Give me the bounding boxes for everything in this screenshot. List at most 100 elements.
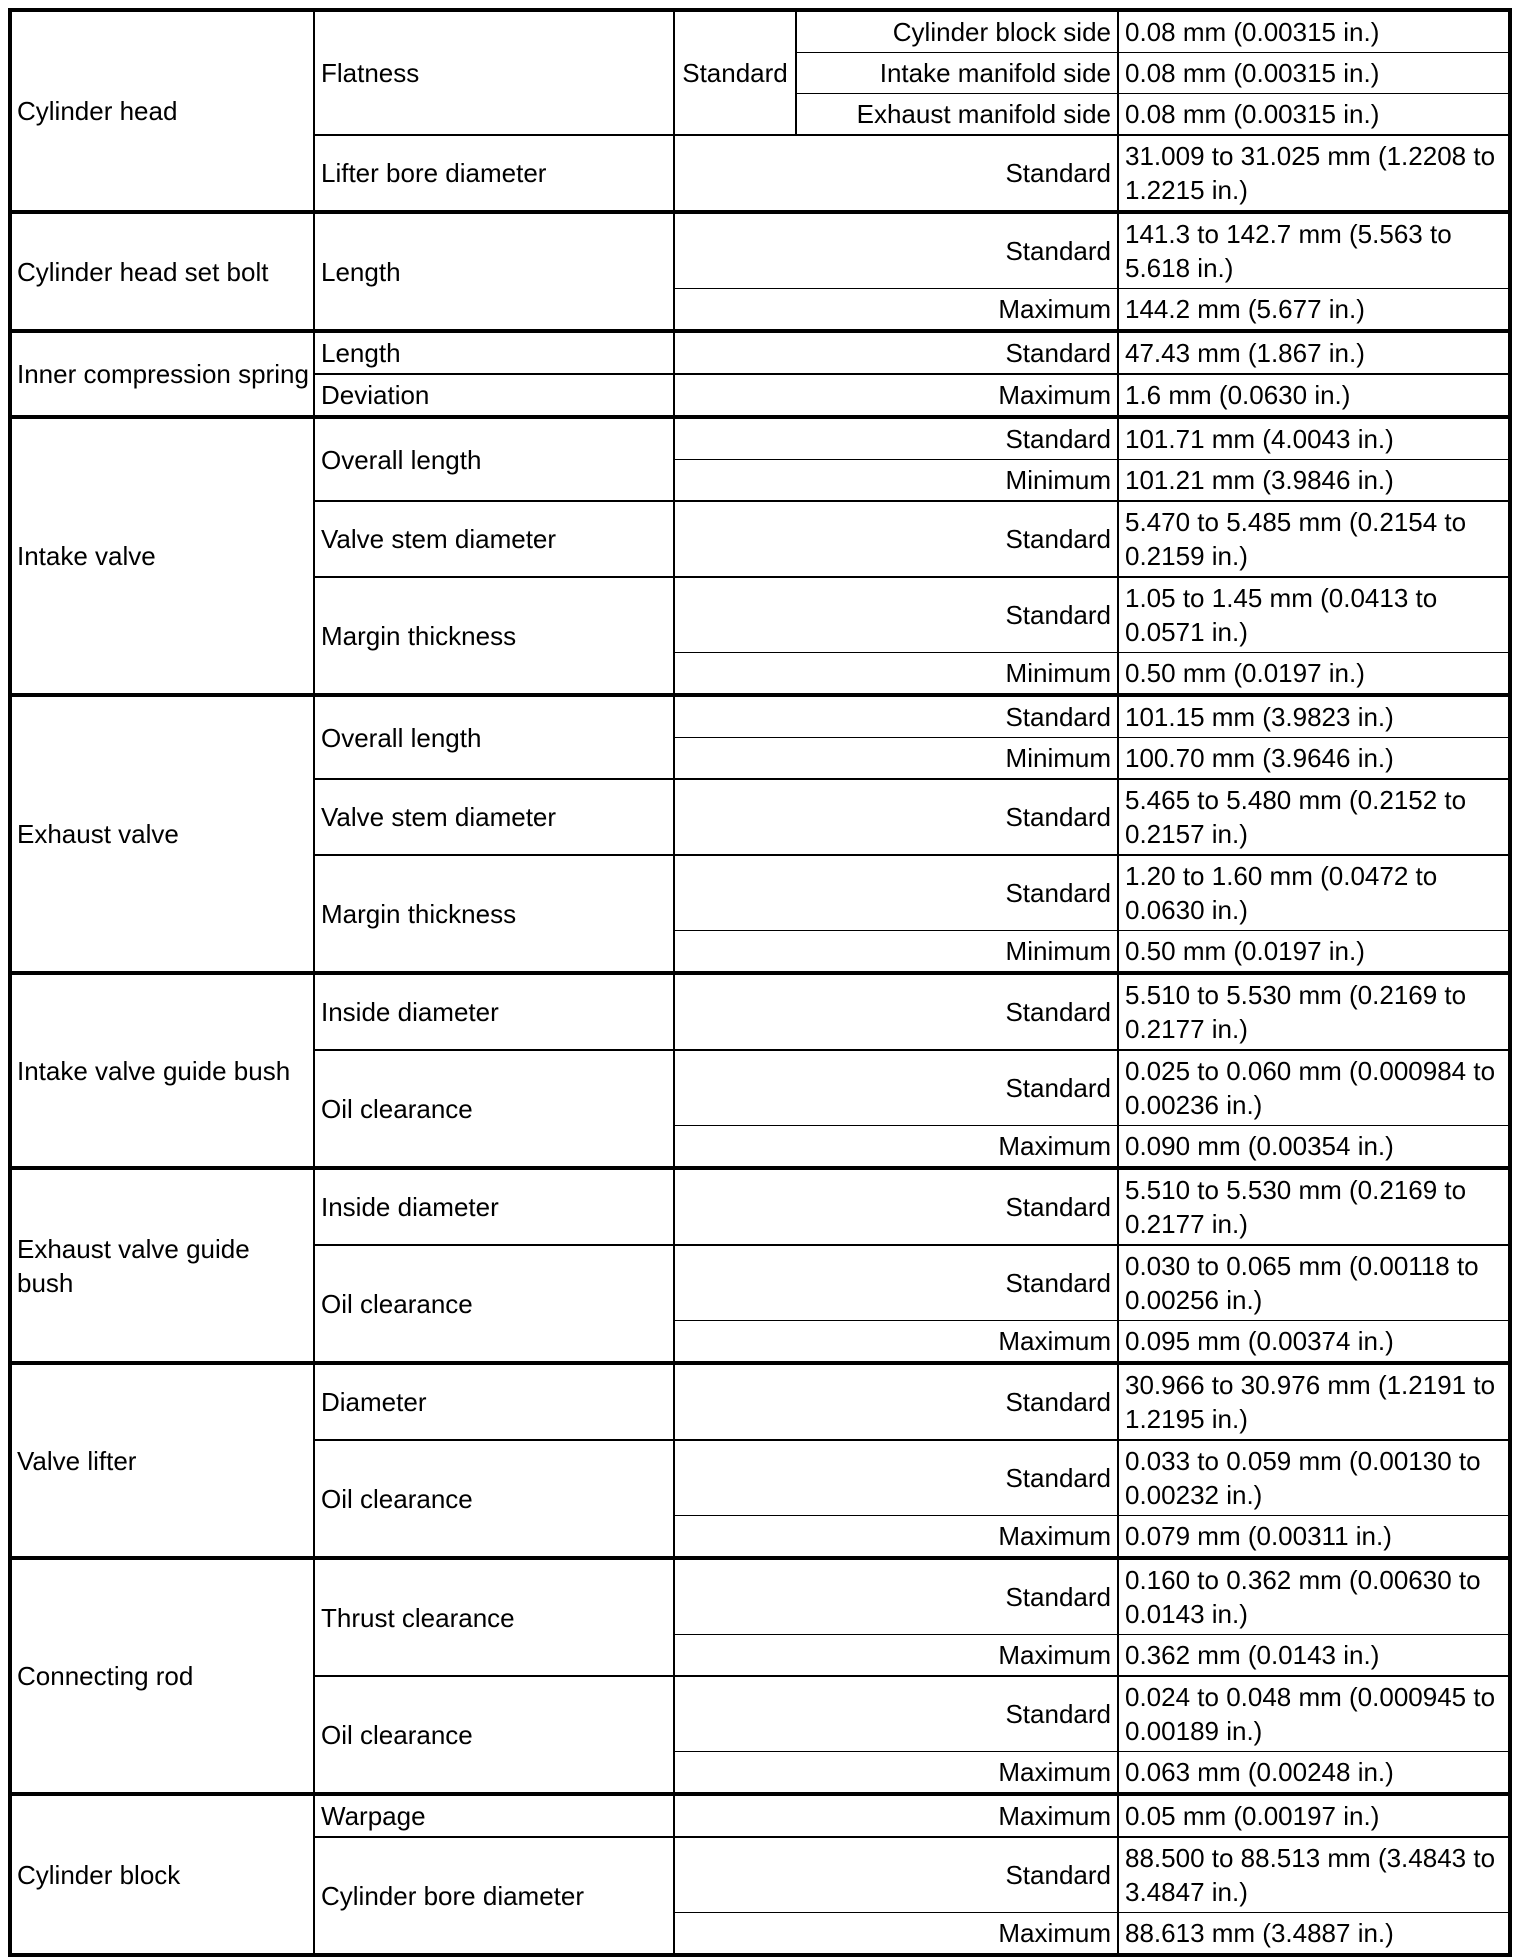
table-row: Inner compression spring Length Standard 47… — [9, 329, 1511, 417]
qualifier-cell: Standard — [673, 210, 1119, 289]
measurement-cell: Diameter — [313, 1361, 675, 1440]
qualifier-cell: Standard — [673, 576, 1119, 653]
location-cell: Intake manifold side — [795, 52, 1119, 94]
value-cell: 88.613 mm (3.4887 in.) — [1117, 1912, 1511, 1955]
component-cell: Intake valve — [9, 415, 315, 695]
value-cell: 0.079 mm (0.00311 in.) — [1117, 1515, 1511, 1558]
qualifier-cell: Maximum — [673, 1515, 1119, 1558]
table-row: Cylinder head Flatness Standard Cylinder bl… — [9, 9, 1511, 212]
spec-table: Cylinder head Flatness Standard Cylinder bl… — [8, 8, 1512, 1957]
component-cell: Valve lifter — [9, 1361, 315, 1558]
measurement-cell: Valve stem diameter — [313, 778, 675, 855]
qualifier-cell: Standard — [673, 1049, 1119, 1126]
table-row: Exhaust manifold side 0.08 mm (0.00315 in… — [10, 93, 1511, 135]
qualifier-cell: Standard — [673, 971, 1119, 1050]
value-cell: 0.024 to 0.048 mm (0.000945 to 0.00189 i… — [1117, 1675, 1511, 1752]
table-row: Margin thickness Standard 1.20 to 1.60 mm … — [10, 854, 1511, 973]
qualifier-cell: Standard — [673, 854, 1119, 931]
table-row: Intake valve Overall length Standard 101.71… — [9, 415, 1511, 695]
qualifier-cell: Standard — [673, 329, 1119, 374]
measurement-cell: Length — [313, 210, 675, 331]
qualifier-cell: Standard — [673, 415, 1119, 460]
qualifier-cell: Standard — [673, 1361, 1119, 1440]
table-row: Exhaust valve Overall length Standard 101.1… — [9, 693, 1511, 973]
measurement-cell: Oil clearance — [313, 1675, 675, 1794]
value-cell: 0.025 to 0.060 mm (0.000984 to 0.00236 i… — [1117, 1049, 1511, 1126]
qualifier-cell: Standard — [673, 1166, 1119, 1245]
component-cell: Connecting rod — [9, 1556, 315, 1794]
measurement-cell: Oil clearance — [313, 1244, 675, 1363]
table-row: Deviation Maximum 1.6 mm (0.0630 in.) — [10, 373, 1511, 417]
table-row: Valve stem diameter Standard 5.470 to 5.48… — [10, 500, 1511, 577]
table-row: Cylinder head set bolt Length Standard 141.… — [9, 210, 1511, 331]
table-row: Connecting rod Thrust clearance Standard 0.… — [9, 1556, 1511, 1794]
value-cell: 100.70 mm (3.9646 in.) — [1117, 737, 1511, 779]
location-cell: Cylinder block side — [795, 9, 1119, 53]
value-cell: 0.08 mm (0.00315 in.) — [1117, 52, 1511, 94]
value-cell: 144.2 mm (5.677 in.) — [1117, 288, 1511, 331]
qualifier-cell: Minimum — [673, 930, 1119, 973]
qualifier-cell: Standard — [673, 1439, 1119, 1516]
value-cell: 0.090 mm (0.00354 in.) — [1117, 1125, 1511, 1168]
table-row: Cylinder block Warpage Maximum 0.05 mm (0.0… — [9, 1792, 1511, 1955]
measurement-cell: Lifter bore diameter — [313, 134, 675, 212]
qualifier-cell: Maximum — [673, 1751, 1119, 1794]
table-row: Valve lifter Diameter Standard 30.966 to 30… — [9, 1361, 1511, 1558]
value-cell: 1.20 to 1.60 mm (0.0472 to 0.0630 in.) — [1117, 854, 1511, 931]
qualifier-cell: Maximum — [673, 288, 1119, 331]
table-row: Maximum 144.2 mm (5.677 in.) — [10, 288, 1511, 331]
measurement-cell: Flatness — [313, 9, 675, 135]
table-row: Maximum 0.079 mm (0.00311 in.) — [10, 1515, 1511, 1558]
value-cell: 47.43 mm (1.867 in.) — [1117, 329, 1511, 374]
value-cell: 0.033 to 0.059 mm (0.00130 to 0.00232 in… — [1117, 1439, 1511, 1516]
component-cell: Cylinder head — [9, 9, 315, 212]
table-row: Maximum 0.063 mm (0.00248 in.) — [10, 1751, 1511, 1794]
component-cell: Inner compression spring — [9, 329, 315, 417]
measurement-cell: Inside diameter — [313, 971, 675, 1050]
qualifier-cell: Standard — [673, 1675, 1119, 1752]
value-cell: 0.50 mm (0.0197 in.) — [1117, 652, 1511, 695]
value-cell: 5.465 to 5.480 mm (0.2152 to 0.2157 in.) — [1117, 778, 1511, 855]
component-cell: Exhaust valve — [9, 693, 315, 973]
table-row: Lifter bore diameter Standard 31.009 to 31… — [10, 134, 1511, 212]
qualifier-cell: Maximum — [673, 1912, 1119, 1955]
component-cell: Exhaust valve guide bush — [9, 1166, 315, 1363]
measurement-cell: Valve stem diameter — [313, 500, 675, 577]
value-cell: 0.063 mm (0.00248 in.) — [1117, 1751, 1511, 1794]
value-cell: 0.08 mm (0.00315 in.) — [1117, 9, 1511, 53]
value-cell: 101.21 mm (3.9846 in.) — [1117, 459, 1511, 501]
value-cell: 141.3 to 142.7 mm (5.563 to 5.618 in.) — [1117, 210, 1511, 289]
table-row: Cylinder bore diameter Standard 88.500 to … — [10, 1836, 1511, 1955]
measurement-cell: Overall length — [313, 415, 675, 501]
value-cell: 0.08 mm (0.00315 in.) — [1117, 93, 1511, 135]
measurement-cell: Cylinder bore diameter — [313, 1836, 675, 1955]
value-cell: 101.71 mm (4.0043 in.) — [1117, 415, 1511, 460]
component-cell: Cylinder head set bolt — [9, 210, 315, 331]
location-cell: Exhaust manifold side — [795, 93, 1119, 135]
qualifier-cell: Maximum — [673, 373, 1119, 417]
table-row: Oil clearance Standard 0.030 to 0.065 mm (… — [10, 1244, 1511, 1363]
table-row: Maximum 0.362 mm (0.0143 in.) — [10, 1634, 1511, 1676]
table-row: Exhaust valve guide bush Inside diameter S… — [9, 1166, 1511, 1363]
value-cell: 1.05 to 1.45 mm (0.0413 to 0.0571 in.) — [1117, 576, 1511, 653]
table-row: Oil clearance Standard 0.025 to 0.060 mm (… — [10, 1049, 1511, 1168]
qualifier-cell: Maximum — [673, 1320, 1119, 1363]
table-row: Intake manifold side 0.08 mm (0.00315 in.… — [10, 52, 1511, 94]
value-cell: 5.510 to 5.530 mm (0.2169 to 0.2177 in.) — [1117, 971, 1511, 1050]
measurement-cell: Length — [313, 329, 675, 374]
table-row: Minimum 0.50 mm (0.0197 in.) — [10, 930, 1511, 973]
value-cell: 30.966 to 30.976 mm (1.2191 to 1.2195 in… — [1117, 1361, 1511, 1440]
qualifier-cell: Standard — [673, 1244, 1119, 1321]
qualifier-cell: Minimum — [673, 652, 1119, 695]
table-row: Maximum 0.095 mm (0.00374 in.) — [10, 1320, 1511, 1363]
value-cell: 5.510 to 5.530 mm (0.2169 to 0.2177 in.) — [1117, 1166, 1511, 1245]
table-row: Minimum 101.21 mm (3.9846 in.) — [10, 459, 1511, 501]
measurement-cell: Thrust clearance — [313, 1556, 675, 1676]
measurement-cell: Overall length — [313, 693, 675, 779]
value-cell: 0.50 mm (0.0197 in.) — [1117, 930, 1511, 973]
component-cell: Cylinder block — [9, 1792, 315, 1955]
spec-table-body: Cylinder head Flatness Standard Cylinder bl… — [9, 9, 1511, 1955]
table-row: Intake valve guide bush Inside diameter St… — [9, 971, 1511, 1168]
qualifier-cell: Maximum — [673, 1125, 1119, 1168]
value-cell: 31.009 to 31.025 mm (1.2208 to 1.2215 in… — [1117, 134, 1511, 212]
